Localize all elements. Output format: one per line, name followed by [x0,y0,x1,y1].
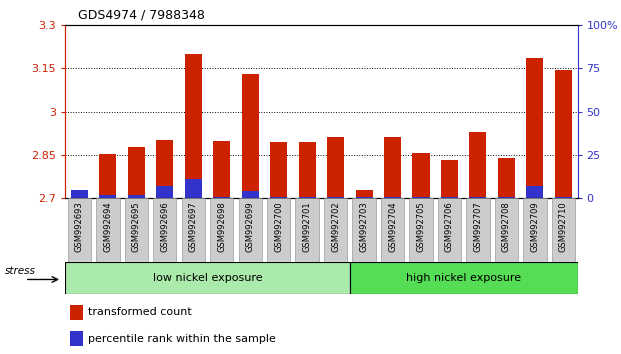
Bar [327,196,344,198]
Bar [296,198,319,262]
Bar [71,189,88,198]
Text: GSM992701: GSM992701 [302,201,312,252]
Bar [555,70,572,198]
Text: percentile rank within the sample: percentile rank within the sample [88,334,276,344]
Text: GSM992707: GSM992707 [473,201,483,252]
Bar [355,189,373,198]
Text: GSM992695: GSM992695 [132,201,141,252]
Bar [469,196,486,198]
Text: GSM992708: GSM992708 [502,201,511,252]
Bar [412,196,430,198]
Text: GSM992700: GSM992700 [274,201,283,252]
Bar [96,198,120,262]
Bar [99,195,117,198]
Bar [523,198,546,262]
Text: high nickel exposure: high nickel exposure [406,273,521,283]
Text: GSM992710: GSM992710 [559,201,568,252]
Bar [555,196,572,198]
Bar [181,198,205,262]
Bar [156,141,173,198]
Bar [210,198,233,262]
Bar [350,262,578,294]
Text: GSM992704: GSM992704 [388,201,397,252]
Bar [185,54,202,198]
Bar [156,186,173,198]
Text: GSM992705: GSM992705 [417,201,425,252]
Text: GSM992694: GSM992694 [104,201,112,252]
Bar [299,142,315,198]
Text: transformed count: transformed count [88,307,192,317]
Bar [65,262,350,294]
Bar [242,191,259,198]
Text: GSM992699: GSM992699 [246,201,255,252]
Bar [381,198,404,262]
Text: GSM992698: GSM992698 [217,201,226,252]
Bar [412,153,430,198]
Bar [99,154,117,198]
Text: low nickel exposure: low nickel exposure [153,273,262,283]
Bar [438,198,461,262]
Bar [128,195,145,198]
Text: GSM992702: GSM992702 [331,201,340,252]
Bar [498,196,515,198]
Bar [68,198,91,262]
Bar [125,198,148,262]
Bar [498,158,515,198]
Bar [409,198,433,262]
Bar [469,132,486,198]
Bar [441,160,458,198]
Bar [238,198,262,262]
Bar [270,196,287,198]
Text: GSM992693: GSM992693 [75,201,84,252]
Bar [213,141,230,198]
Text: stress: stress [5,266,36,276]
Text: GSM992696: GSM992696 [160,201,170,252]
Text: GDS4974 / 7988348: GDS4974 / 7988348 [78,8,204,21]
Bar [466,198,489,262]
Bar [527,58,543,198]
Text: GSM992709: GSM992709 [530,201,539,252]
Bar [495,198,518,262]
Bar [153,198,176,262]
Bar [355,196,373,198]
Bar [352,198,376,262]
Bar [270,142,287,198]
Bar [324,198,347,262]
Bar [185,179,202,198]
Text: GSM992706: GSM992706 [445,201,454,252]
Bar [551,198,575,262]
Bar [267,198,291,262]
Bar [70,305,83,320]
Bar [242,74,259,198]
Text: GSM992703: GSM992703 [360,201,368,252]
Bar [299,196,315,198]
Bar [384,137,401,198]
Bar [128,147,145,198]
Bar [70,331,83,346]
Bar [71,195,88,198]
Bar [213,196,230,198]
Bar [384,196,401,198]
Bar [527,186,543,198]
Bar [441,196,458,198]
Bar [327,137,344,198]
Text: GSM992697: GSM992697 [189,201,197,252]
